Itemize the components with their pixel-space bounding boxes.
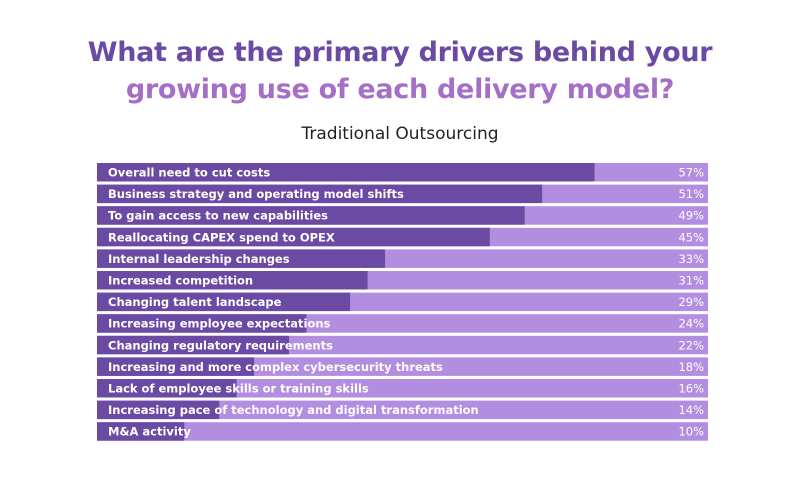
bar bbox=[97, 422, 185, 441]
bar-row: Changing regulatory requirements 22% bbox=[97, 335, 708, 355]
bar-row: Internal leadership changes 33% bbox=[97, 249, 708, 268]
bar-category-label: Increased competition bbox=[108, 273, 253, 287]
bar-value-label: 18% bbox=[678, 360, 704, 374]
bar-category-label: Increasing pace of technology and digita… bbox=[108, 403, 479, 417]
bar-category-label: Increasing employee expectations bbox=[108, 317, 331, 331]
bar-row: Overall need to cut costs 57% bbox=[97, 163, 708, 182]
bar-row: Increasing employee expectations 24% bbox=[97, 314, 708, 333]
bar-value-label: 10% bbox=[678, 425, 704, 439]
bar-value-label: 24% bbox=[678, 317, 704, 331]
bar-row: M&A activity 10% bbox=[97, 422, 708, 441]
bar bbox=[97, 271, 368, 290]
bar-track bbox=[97, 379, 708, 398]
bar-category-label: Changing regulatory requirements bbox=[108, 338, 333, 352]
bar-value-label: 33% bbox=[678, 252, 704, 266]
bar bbox=[97, 400, 220, 420]
bar-value-label: 14% bbox=[678, 403, 704, 417]
bar-track bbox=[97, 422, 708, 441]
bar bbox=[97, 249, 386, 268]
chart-subtitle: Traditional Outsourcing bbox=[301, 124, 499, 144]
bar bbox=[97, 184, 543, 204]
bar-row: To gain access to new capabilities 49% bbox=[97, 206, 708, 225]
bar-category-label: Increasing and more complex cybersecurit… bbox=[108, 360, 443, 374]
bar-category-label: M&A activity bbox=[108, 425, 191, 439]
bar bbox=[97, 227, 490, 247]
bar-value-label: 29% bbox=[678, 295, 704, 309]
bar-row: Increasing pace of technology and digita… bbox=[97, 400, 708, 420]
bar bbox=[97, 379, 237, 398]
bar-value-label: 16% bbox=[678, 381, 704, 395]
bar bbox=[97, 335, 290, 355]
chart-title-line-1: What are the primary drivers behind your bbox=[87, 37, 713, 68]
bar-category-label: To gain access to new capabilities bbox=[108, 209, 328, 223]
bar-value-label: 45% bbox=[678, 230, 704, 244]
chart-title-line-2: growing use of each delivery model? bbox=[125, 74, 675, 105]
bar-value-label: 57% bbox=[678, 165, 704, 179]
bar-value-label: 22% bbox=[678, 338, 704, 352]
bar bbox=[97, 206, 525, 225]
bar-row: Lack of employee skills or training skil… bbox=[97, 379, 708, 398]
bar-track bbox=[97, 400, 708, 420]
bar bbox=[97, 292, 351, 312]
bar-category-label: Internal leadership changes bbox=[108, 252, 290, 266]
bar bbox=[97, 357, 255, 376]
bar-row: Increased competition 31% bbox=[97, 271, 708, 290]
bar-row: Reallocating CAPEX spend to OPEX 45% bbox=[97, 227, 708, 247]
bar-row: Increasing and more complex cybersecurit… bbox=[97, 357, 708, 376]
bar-category-label: Reallocating CAPEX spend to OPEX bbox=[108, 230, 335, 244]
bar-row: Business strategy and operating model sh… bbox=[97, 184, 708, 204]
chart-title: What are the primary drivers behind your… bbox=[0, 34, 800, 108]
bar bbox=[97, 163, 595, 182]
bar-category-label: Overall need to cut costs bbox=[108, 165, 270, 179]
bar-category-label: Lack of employee skills or training skil… bbox=[108, 381, 369, 395]
bar-category-label: Changing talent landscape bbox=[108, 295, 282, 309]
bar-value-label: 31% bbox=[678, 273, 704, 287]
bar-value-label: 51% bbox=[678, 187, 704, 201]
bar-row: Changing talent landscape 29% bbox=[97, 292, 708, 312]
bar-category-label: Business strategy and operating model sh… bbox=[108, 187, 404, 201]
bar bbox=[97, 314, 307, 333]
bar-value-label: 49% bbox=[678, 209, 704, 223]
